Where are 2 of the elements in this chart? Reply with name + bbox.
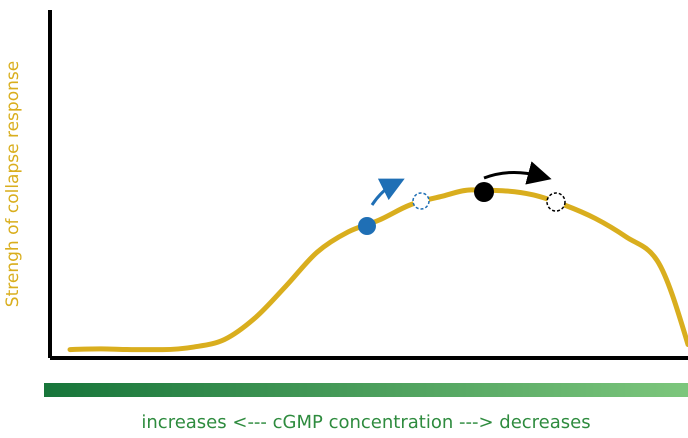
x-axis-title: increases <--- cGMP concentration ---> decreases [141, 412, 591, 433]
y-axis-title: Strengh of collapse response [3, 60, 24, 308]
